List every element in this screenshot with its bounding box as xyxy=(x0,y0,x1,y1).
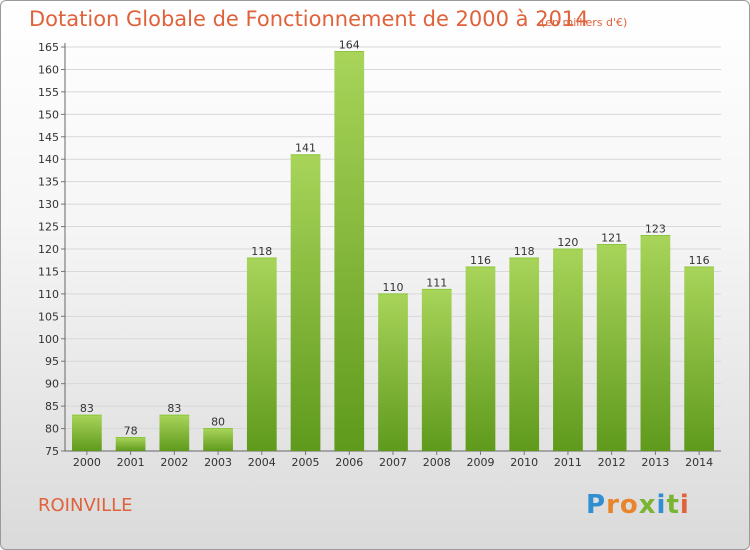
chart-title: Dotation Globale de Fonctionnement de 20… xyxy=(29,7,589,31)
bar xyxy=(290,154,321,451)
chart-unit: (en milliers d'€) xyxy=(541,16,628,29)
commune-name: ROINVILLE xyxy=(38,495,133,516)
x-tick-label: 2004 xyxy=(248,456,276,469)
y-tick-label: 160 xyxy=(38,63,59,76)
bar xyxy=(465,266,496,451)
value-label: 118 xyxy=(251,245,272,258)
value-label: 78 xyxy=(124,425,138,438)
x-tick-label: 2008 xyxy=(423,456,451,469)
x-tick-label: 2012 xyxy=(598,456,626,469)
x-tick-label: 2006 xyxy=(335,456,363,469)
y-tick-label: 140 xyxy=(38,153,59,166)
y-tick-label: 100 xyxy=(38,333,59,346)
bar xyxy=(115,437,146,451)
value-label: 110 xyxy=(383,281,404,294)
value-label: 111 xyxy=(426,276,447,289)
x-tick-label: 2010 xyxy=(510,456,538,469)
y-tick-label: 90 xyxy=(45,378,59,391)
value-label: 80 xyxy=(211,416,225,429)
logo-letter: i xyxy=(679,490,690,520)
value-label: 121 xyxy=(601,232,622,245)
x-tick-label: 2001 xyxy=(117,456,145,469)
x-tick-label: 2013 xyxy=(641,456,669,469)
logo-letter: r xyxy=(606,490,620,520)
y-tick-label: 145 xyxy=(38,131,59,144)
value-label: 164 xyxy=(339,38,360,51)
bar xyxy=(246,257,277,451)
x-tick-label: 2007 xyxy=(379,456,407,469)
bar xyxy=(71,415,102,451)
x-tick-label: 2011 xyxy=(554,456,582,469)
x-tick-label: 2009 xyxy=(466,456,494,469)
proxiti-logo: Proxiti xyxy=(586,490,690,520)
x-tick-label: 2003 xyxy=(204,456,232,469)
y-tick-label: 155 xyxy=(38,86,59,99)
logo-letter: t xyxy=(666,490,680,520)
logo-letter: P xyxy=(586,490,607,520)
logo-letter: x xyxy=(638,490,657,520)
y-tick-label: 85 xyxy=(45,400,59,413)
y-tick-label: 125 xyxy=(38,221,59,234)
y-tick-label: 135 xyxy=(38,176,59,189)
bar xyxy=(378,293,408,451)
bar xyxy=(203,428,233,451)
value-label: 141 xyxy=(295,142,316,155)
bar xyxy=(421,289,452,451)
bar xyxy=(553,249,583,451)
logo-letter: o xyxy=(619,490,639,520)
y-tick-label: 105 xyxy=(38,310,59,323)
y-tick-label: 120 xyxy=(38,243,59,256)
y-tick-label: 80 xyxy=(45,423,59,436)
x-tick-label: 2000 xyxy=(73,456,101,469)
value-label: 120 xyxy=(557,236,578,249)
x-tick-label: 2014 xyxy=(685,456,713,469)
y-tick-label: 130 xyxy=(38,198,59,211)
bar xyxy=(640,235,671,451)
bar xyxy=(596,244,627,451)
value-label: 83 xyxy=(80,402,94,415)
y-tick-label: 75 xyxy=(45,445,59,458)
y-tick-label: 110 xyxy=(38,288,59,301)
value-label: 116 xyxy=(689,254,710,267)
value-label: 118 xyxy=(514,245,535,258)
y-tick-label: 150 xyxy=(38,108,59,121)
bar xyxy=(509,257,540,451)
y-tick-label: 95 xyxy=(45,355,59,368)
y-tick-label: 165 xyxy=(38,41,59,54)
value-label: 83 xyxy=(167,402,181,415)
bar xyxy=(159,415,190,451)
logo-letter: i xyxy=(656,490,667,520)
x-tick-label: 2005 xyxy=(292,456,320,469)
x-tick-label: 2002 xyxy=(160,456,188,469)
bar xyxy=(334,51,365,451)
value-label: 123 xyxy=(645,223,666,236)
y-tick-label: 115 xyxy=(38,265,59,278)
value-label: 116 xyxy=(470,254,491,267)
bar xyxy=(684,266,715,451)
